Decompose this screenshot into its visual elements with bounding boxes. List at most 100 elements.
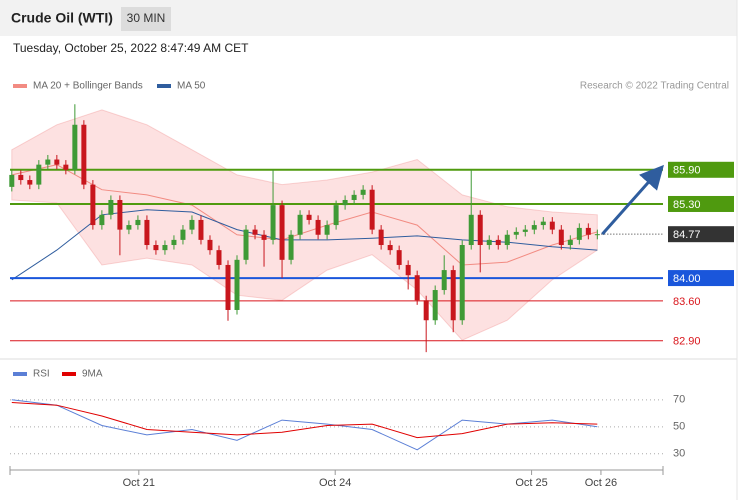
candle-body	[216, 250, 222, 265]
candle-body	[378, 229, 384, 246]
candle-body	[279, 205, 285, 260]
x-tick-label: Oct 24	[319, 477, 351, 489]
candle-body	[351, 194, 357, 200]
candle-body	[36, 164, 42, 185]
candle-body	[198, 219, 204, 240]
instrument-title: Crude Oil (WTI)	[11, 10, 113, 26]
candle-body	[477, 214, 483, 246]
level-box	[668, 270, 734, 287]
candle-body	[495, 239, 501, 246]
candle-body	[234, 259, 240, 310]
y-tick-label: 30	[673, 448, 685, 460]
candle-body	[81, 124, 87, 185]
candle-body	[63, 164, 69, 170]
candle-body	[9, 174, 15, 187]
candle-body	[324, 225, 330, 235]
level-label: 85.90	[673, 165, 701, 177]
candle-body	[270, 205, 276, 240]
timeframe-box[interactable]	[121, 7, 171, 31]
candle-body	[99, 214, 105, 226]
legend-label: MA 20 + Bollinger Bands	[33, 81, 143, 92]
legend-swatch	[157, 84, 171, 88]
ma-line	[11, 164, 598, 266]
candle-body	[90, 184, 96, 226]
candle-body	[441, 270, 447, 291]
timestamp: Tuesday, October 25, 2022 8:47:49 AM CET	[13, 41, 249, 55]
x-tick-label: Oct 25	[515, 477, 547, 489]
candle-body	[396, 250, 402, 265]
candle-body	[576, 227, 582, 240]
legend-label: RSI	[33, 369, 50, 380]
candle-body	[261, 234, 267, 240]
candle-body	[225, 264, 231, 310]
candle-body	[135, 219, 141, 226]
legend-swatch	[13, 84, 27, 88]
level-label: 82.90	[673, 336, 701, 348]
level-label: 85.30	[673, 199, 701, 211]
candle-body	[513, 231, 519, 235]
candle-body	[162, 245, 168, 251]
candle-body	[252, 229, 258, 235]
candle-body	[504, 234, 510, 246]
indicator-line	[11, 399, 598, 451]
candle-body	[585, 227, 591, 235]
candle-body	[153, 245, 159, 251]
candle-body	[486, 239, 492, 246]
candle-body	[558, 229, 564, 246]
candle-body	[45, 159, 51, 165]
level-label: 84.77	[673, 229, 701, 241]
indicator-line	[11, 402, 598, 439]
x-tick-label: Oct 26	[585, 477, 617, 489]
candle-body	[531, 225, 537, 230]
candle-body	[108, 199, 114, 215]
candle-body	[459, 245, 465, 321]
candle-body	[315, 219, 321, 235]
candle-body	[567, 239, 573, 246]
candle-body	[126, 225, 132, 230]
candle-body	[594, 234, 600, 236]
candle-body	[522, 229, 528, 232]
candle-body	[144, 219, 150, 246]
candle-body	[306, 214, 312, 220]
projection-arrow	[601, 164, 664, 236]
level-label: 83.60	[673, 296, 701, 308]
x-tick-label: Oct 21	[123, 477, 155, 489]
legend-label: 9MA	[82, 369, 103, 380]
candle-body	[207, 239, 213, 251]
candle-body	[18, 174, 24, 181]
candle-body	[423, 300, 429, 321]
candle-body	[72, 124, 78, 170]
candle-body	[405, 264, 411, 276]
candle-body	[432, 290, 438, 321]
candle-body	[117, 199, 123, 230]
legend-swatch	[62, 372, 76, 376]
candle-body	[243, 229, 249, 260]
candle-body	[549, 221, 555, 230]
candle-body	[540, 221, 546, 226]
candle-body	[297, 214, 303, 235]
level-box	[668, 226, 734, 243]
candle-body	[333, 205, 339, 226]
y-tick-label: 70	[673, 394, 685, 406]
candle-body	[414, 275, 420, 301]
candle-body	[360, 189, 366, 195]
candle-body	[27, 180, 33, 185]
candle-body	[189, 219, 195, 230]
level-label: 84.00	[673, 273, 701, 285]
legend-swatch	[13, 372, 27, 376]
candle-body	[288, 234, 294, 260]
candle-body	[387, 245, 393, 251]
candle-body	[54, 159, 60, 165]
level-box	[668, 195, 734, 212]
candle-body	[468, 214, 474, 246]
candle-body	[171, 239, 177, 246]
timeframe[interactable]: 30 MIN	[127, 11, 166, 25]
candle-body	[342, 199, 348, 206]
y-tick-label: 50	[673, 421, 685, 433]
candle-body	[450, 270, 456, 321]
legend-label: MA 50	[177, 81, 206, 92]
candle-body	[369, 189, 375, 230]
credit: Research © 2022 Trading Central	[580, 81, 729, 92]
level-box	[668, 161, 734, 178]
